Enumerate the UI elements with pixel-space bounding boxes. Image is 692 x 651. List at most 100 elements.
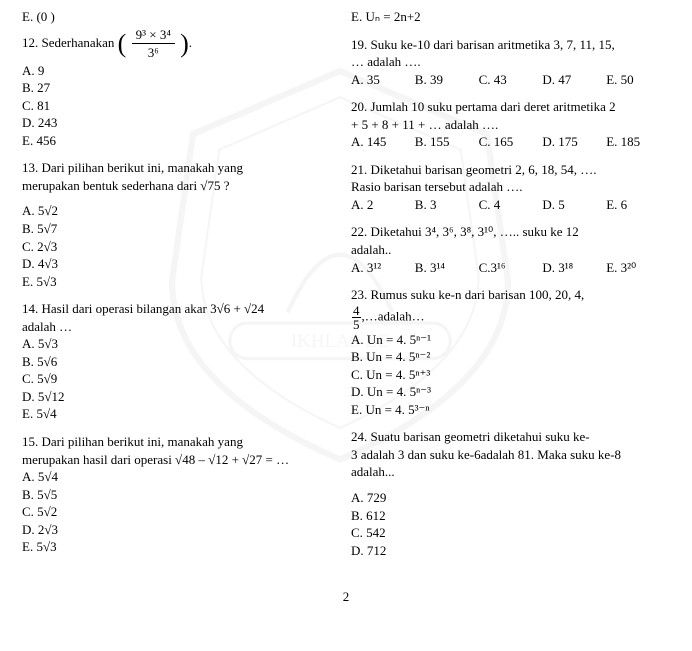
- q12-intro: 12. Sederhanakan: [22, 35, 118, 50]
- q20-opt-b: B. 155: [415, 133, 479, 151]
- q23-opt-a: A. Un = 4. 5ⁿ⁻¹: [351, 331, 670, 349]
- q24-opt-b: B. 612: [351, 507, 670, 525]
- q19-opt-c: C. 43: [479, 71, 543, 89]
- q22-opt-a: A. 3¹²: [351, 259, 415, 277]
- q24-line3: adalah...: [351, 463, 670, 481]
- q15-options: A. 5√4 B. 5√5 C. 5√2 D. 2√3 E. 5√3: [22, 468, 326, 556]
- q20-opt-d: D. 175: [542, 133, 606, 151]
- q22-line1: 22. Diketahui 3⁴, 3⁶, 3⁸, 3¹⁰, ….. suku …: [351, 223, 670, 241]
- q21-line2: Rasio barisan tersebut adalah ….: [351, 178, 670, 196]
- q20-opt-c: C. 165: [479, 133, 543, 151]
- q21-opt-b: B. 3: [415, 196, 479, 214]
- q20-opt-a: A. 145: [351, 133, 415, 151]
- q14-line2: adalah …: [22, 318, 326, 336]
- q12-options: A. 9 B. 27 C. 81 D. 243 E. 456: [22, 62, 326, 150]
- q13-opt-c: C. 2√3: [22, 238, 326, 256]
- paren-left: (: [118, 31, 127, 57]
- q21-opt-e: E. 6: [606, 196, 670, 214]
- q19-opt-a: A. 35: [351, 71, 415, 89]
- q22-opt-e: E. 3²⁰: [606, 259, 670, 277]
- q24-line2: 3 adalah 3 dan suku ke-6adalah 81. Maka …: [351, 446, 670, 464]
- q23-opt-e: E. Un = 4. 5³⁻ⁿ: [351, 401, 670, 419]
- q14-opt-e: E. 5√4: [22, 405, 326, 423]
- paren-right: ): [180, 31, 189, 57]
- q15: 15. Dari pilihan berikut ini, manakah ya…: [22, 433, 326, 556]
- q20-opt-e: E. 185: [606, 133, 670, 151]
- q13: 13. Dari pilihan berikut ini, manakah ya…: [22, 159, 326, 290]
- q22-opt-b: B. 3¹⁴: [415, 259, 479, 277]
- q14-options: A. 5√3 B. 5√6 C. 5√9 D. 5√12 E. 5√4: [22, 335, 326, 423]
- q13-line1: 13. Dari pilihan berikut ini, manakah ya…: [22, 159, 326, 177]
- q13-opt-a: A. 5√2: [22, 202, 326, 220]
- q12-opt-a: A. 9: [22, 62, 326, 80]
- q12-opt-d: D. 243: [22, 114, 326, 132]
- q12-opt-e: E. 456: [22, 132, 326, 150]
- q12-opt-b: B. 27: [22, 79, 326, 97]
- q12: 12. Sederhanakan ( 9³ × 3⁴ 3⁶ ). A. 9 B.…: [22, 26, 326, 150]
- q23-line2: ,…adalah…: [362, 308, 425, 323]
- q15-opt-a: A. 5√4: [22, 468, 326, 486]
- q14-opt-a: A. 5√3: [22, 335, 326, 353]
- q12-opt-c: C. 81: [22, 97, 326, 115]
- q19: 19. Suku ke-10 dari barisan aritmetika 3…: [351, 36, 670, 89]
- q19-opt-e: E. 50: [606, 71, 670, 89]
- q14-opt-c: C. 5√9: [22, 370, 326, 388]
- q19-opt-b: B. 39: [415, 71, 479, 89]
- q14-opt-b: B. 5√6: [22, 353, 326, 371]
- q21-opt-a: A. 2: [351, 196, 415, 214]
- page-number: 2: [0, 589, 692, 605]
- q22-line2: adalah..: [351, 241, 670, 259]
- q23-frac-den: 5: [352, 318, 361, 331]
- q23: 23. Rumus suku ke-n dari barisan 100, 20…: [351, 286, 670, 418]
- q13-opt-e: E. 5√3: [22, 273, 326, 291]
- q23-line1: 23. Rumus suku ke-n dari barisan 100, 20…: [351, 286, 670, 304]
- q12-frac-num: 9³ × 3⁴: [132, 26, 175, 45]
- q15-line1: 15. Dari pilihan berikut ini, manakah ya…: [22, 433, 326, 451]
- q14: 14. Hasil dari operasi bilangan akar 3√6…: [22, 300, 326, 423]
- q23-options: A. Un = 4. 5ⁿ⁻¹ B. Un = 4. 5ⁿ⁻² C. Un = …: [351, 331, 670, 419]
- q12-frac: 9³ × 3⁴ 3⁶: [132, 26, 175, 62]
- prev-opt-right: E. Uₙ = 2n+2: [351, 8, 670, 26]
- q19-opt-d: D. 47: [542, 71, 606, 89]
- q21-line1: 21. Diketahui barisan geometri 2, 6, 18,…: [351, 161, 670, 179]
- q24-options: A. 729 B. 612 C. 542 D. 712: [351, 489, 670, 559]
- q22: 22. Diketahui 3⁴, 3⁶, 3⁸, 3¹⁰, ….. suku …: [351, 223, 670, 276]
- q13-options: A. 5√2 B. 5√7 C. 2√3 D. 4√3 E. 5√3: [22, 202, 326, 290]
- q22-opt-d: D. 3¹⁸: [542, 259, 606, 277]
- q15-opt-e: E. 5√3: [22, 538, 326, 556]
- q13-line2: merupakan bentuk sederhana dari √75 ?: [22, 177, 326, 195]
- q20-line1: 20. Jumlah 10 suku pertama dari deret ar…: [351, 98, 670, 116]
- q20-options: A. 145 B. 155 C. 165 D. 175 E. 185: [351, 133, 670, 151]
- q19-options: A. 35 B. 39 C. 43 D. 47 E. 50: [351, 71, 670, 89]
- q15-opt-d: D. 2√3: [22, 521, 326, 539]
- q21-opt-c: C. 4: [479, 196, 543, 214]
- q15-line2: merupakan hasil dari operasi √48 – √12 +…: [22, 451, 326, 469]
- q24: 24. Suatu barisan geometri diketahui suk…: [351, 428, 670, 559]
- q22-options: A. 3¹² B. 3¹⁴ C.3¹⁶ D. 3¹⁸ E. 3²⁰: [351, 259, 670, 277]
- q14-line1: 14. Hasil dari operasi bilangan akar 3√6…: [22, 300, 326, 318]
- prev-frag-left: E. (0 ): [22, 8, 326, 26]
- q21-opt-d: D. 5: [542, 196, 606, 214]
- q15-opt-c: C. 5√2: [22, 503, 326, 521]
- q23-frac-num: 4: [352, 304, 361, 318]
- q23-opt-c: C. Un = 4. 5ⁿ⁺³: [351, 366, 670, 384]
- q23-opt-d: D. Un = 4. 5ⁿ⁻³: [351, 383, 670, 401]
- q19-line1: 19. Suku ke-10 dari barisan aritmetika 3…: [351, 36, 670, 54]
- q15-opt-b: B. 5√5: [22, 486, 326, 504]
- q19-line2: … adalah ….: [351, 53, 670, 71]
- q22-opt-c: C.3¹⁶: [479, 259, 543, 277]
- q24-opt-c: C. 542: [351, 524, 670, 542]
- q13-opt-b: B. 5√7: [22, 220, 326, 238]
- q24-opt-d: D. 712: [351, 542, 670, 560]
- q13-opt-d: D. 4√3: [22, 255, 326, 273]
- q21: 21. Diketahui barisan geometri 2, 6, 18,…: [351, 161, 670, 214]
- q12-frac-den: 3⁶: [132, 44, 175, 62]
- q24-opt-a: A. 729: [351, 489, 670, 507]
- q21-options: A. 2 B. 3 C. 4 D. 5 E. 6: [351, 196, 670, 214]
- q23-opt-b: B. Un = 4. 5ⁿ⁻²: [351, 348, 670, 366]
- q14-opt-d: D. 5√12: [22, 388, 326, 406]
- q20-line2: + 5 + 8 + 11 + … adalah ….: [351, 116, 670, 134]
- q23-frac: 4 5: [352, 304, 361, 331]
- q24-line1: 24. Suatu barisan geometri diketahui suk…: [351, 428, 670, 446]
- q20: 20. Jumlah 10 suku pertama dari deret ar…: [351, 98, 670, 151]
